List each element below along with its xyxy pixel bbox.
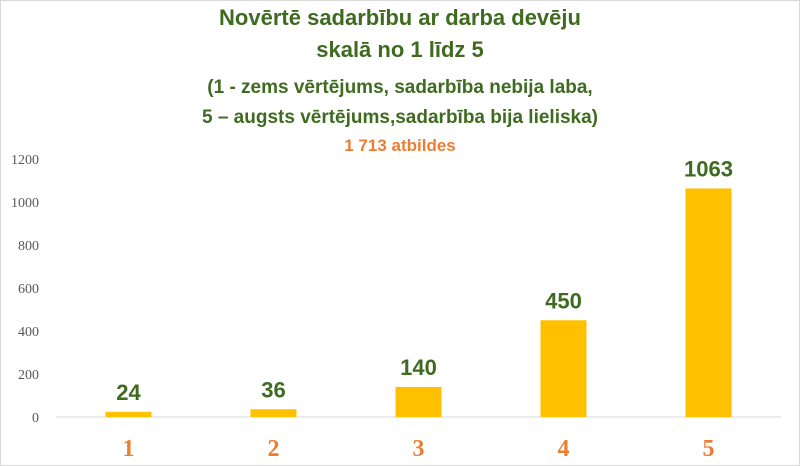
data-label-5: 1063 (684, 156, 733, 181)
data-label-3: 140 (400, 355, 437, 380)
x-tick-label-5: 5 (703, 436, 715, 462)
x-tick-label-1: 1 (123, 436, 135, 462)
chart-title-line-2: skalā no 1 līdz 5 (316, 37, 484, 62)
y-tick-label: 400 (18, 325, 39, 340)
bar-series (105, 188, 732, 417)
y-tick-label: 0 (32, 411, 39, 426)
x-tick-label-4: 4 (558, 436, 570, 462)
chart-subtitle-line-2: 5 – augsts vērtējums,sadarbība bija liel… (201, 107, 598, 128)
y-tick-label: 600 (18, 282, 39, 297)
y-tick-label: 800 (18, 239, 39, 254)
x-tick-label-3: 3 (413, 436, 425, 462)
bar-2 (250, 409, 297, 417)
chart-title-line-1: Novērtē sadarbību ar darba devēju (219, 5, 581, 30)
y-tick-label: 200 (18, 368, 39, 383)
data-label-4: 450 (545, 288, 582, 313)
x-tick-label-2: 2 (268, 436, 280, 462)
bar-1 (105, 411, 152, 417)
data-label-2: 36 (261, 377, 285, 402)
bar-5 (685, 188, 732, 417)
bar-4 (540, 320, 587, 417)
bar-3 (395, 386, 442, 417)
chart-subtitle-line-1: (1 - zems vērtējums, sadarbība nebija la… (207, 77, 593, 98)
data-labels: 24 36 140 450 1063 (116, 156, 733, 404)
data-label-1: 24 (116, 380, 141, 405)
y-tick-label: 1200 (11, 153, 39, 168)
response-count: 1 713 atbildes (344, 136, 456, 155)
y-axis: 0 200 400 600 800 1000 1200 (11, 153, 39, 426)
y-tick-label: 1000 (11, 196, 39, 211)
x-axis-labels: 1 2 3 4 5 (123, 436, 715, 462)
